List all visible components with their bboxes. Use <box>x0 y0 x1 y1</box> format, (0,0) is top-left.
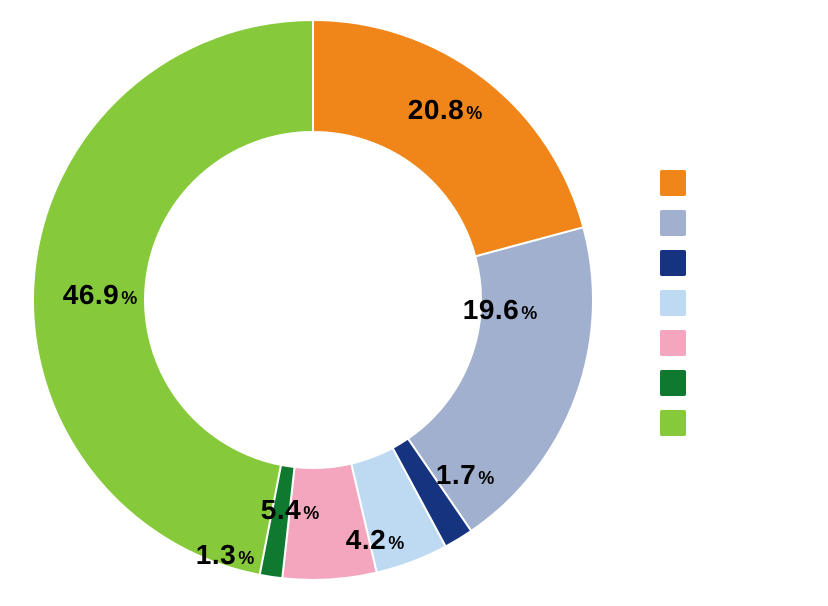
slice-label: 5.4% <box>261 494 319 526</box>
legend-item <box>660 330 686 356</box>
legend-swatch <box>660 250 686 276</box>
legend-item <box>660 170 686 196</box>
legend-swatch <box>660 370 686 396</box>
slice-value: 5.4 <box>261 494 301 525</box>
slice-label: 19.6% <box>463 294 538 326</box>
percent-suffix: % <box>238 548 254 568</box>
slice-value: 1.3 <box>196 539 236 570</box>
legend-item <box>660 210 686 236</box>
percent-suffix: % <box>466 103 482 123</box>
slice-label: 46.9% <box>63 279 138 311</box>
percent-suffix: % <box>121 288 137 308</box>
legend-item <box>660 290 686 316</box>
slice-value: 20.8 <box>408 94 465 125</box>
chart-stage: 20.8%19.6%1.7%4.2%5.4%1.3%46.9% <box>0 0 828 606</box>
slice-label: 1.3% <box>196 539 254 571</box>
legend-swatch <box>660 330 686 356</box>
legend-item <box>660 370 686 396</box>
slice-label: 4.2% <box>346 524 404 556</box>
percent-suffix: % <box>388 533 404 553</box>
percent-suffix: % <box>478 468 494 488</box>
legend-swatch <box>660 410 686 436</box>
percent-suffix: % <box>303 503 319 523</box>
legend-swatch <box>660 170 686 196</box>
slice-label: 1.7% <box>436 459 494 491</box>
legend-item <box>660 410 686 436</box>
slice-value: 1.7 <box>436 459 476 490</box>
donut-slice <box>313 20 583 256</box>
legend <box>660 170 686 436</box>
slice-value: 19.6 <box>463 294 520 325</box>
slice-value: 4.2 <box>346 524 386 555</box>
legend-swatch <box>660 210 686 236</box>
slice-label: 20.8% <box>408 94 483 126</box>
percent-suffix: % <box>521 303 537 323</box>
slice-value: 46.9 <box>63 279 120 310</box>
legend-swatch <box>660 290 686 316</box>
legend-item <box>660 250 686 276</box>
